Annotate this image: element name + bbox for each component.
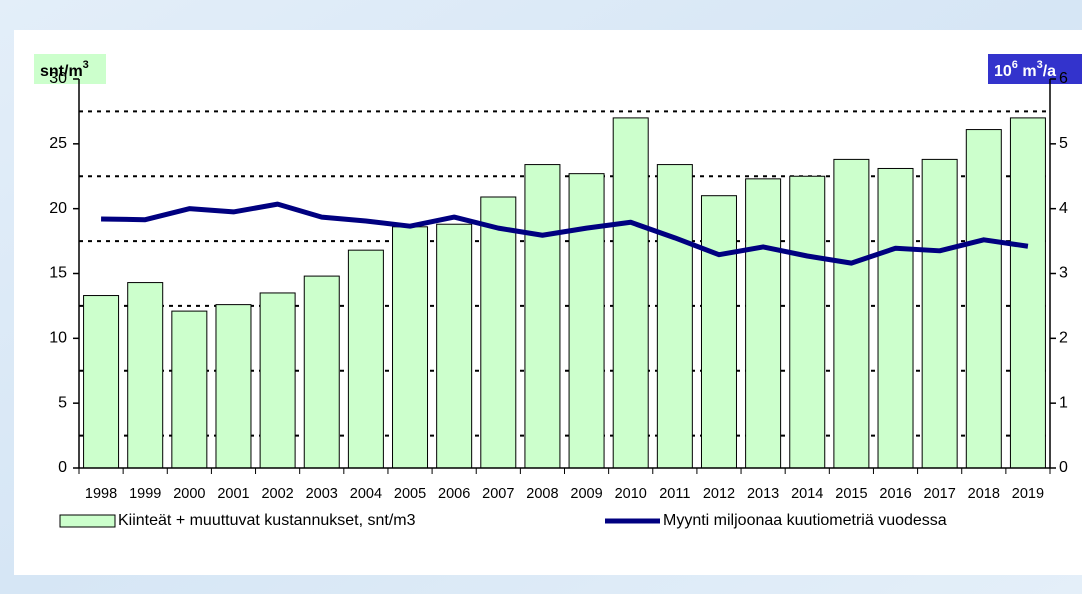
y-label-part: snt/m (40, 63, 83, 80)
x-tick-label: 2016 (879, 486, 911, 502)
x-tick-label: 2008 (526, 486, 558, 502)
y2-label-sup: 3 (1037, 59, 1043, 71)
y2-tick-label: 1 (1059, 394, 1068, 411)
x-tick-label: 2012 (703, 486, 735, 502)
x-tick-label: 1999 (129, 486, 161, 502)
bar (480, 196, 517, 469)
y2-tick-label: 0 (1059, 459, 1068, 476)
legend-label: Kiinteät + muuttuvat kustannukset, snt/m… (118, 512, 416, 529)
bar (921, 158, 958, 469)
y2-label-box (988, 54, 1082, 84)
bar (789, 175, 826, 469)
x-tick-label: 2001 (217, 486, 249, 502)
bar (436, 223, 473, 469)
bar (833, 158, 870, 469)
y-label-box (34, 54, 106, 84)
line (101, 201, 1029, 266)
y-label-sup: 3 (83, 59, 89, 71)
y-tick-label: 30 (49, 70, 67, 87)
x-tick-label: 2007 (482, 486, 514, 502)
x-tick-label: 2011 (659, 486, 690, 502)
y2-label-sup: 6 (1012, 59, 1018, 71)
bar (568, 173, 605, 469)
bar (877, 167, 914, 469)
legend-swatch (59, 514, 116, 528)
x-tick-label: 2015 (835, 486, 867, 502)
x-tick-label: 2017 (924, 486, 956, 502)
y-axis-label: snt/m3 (40, 59, 89, 80)
y2-label-part: m (1018, 63, 1037, 80)
y-tick-label: 10 (49, 330, 67, 347)
y2-tick-label: 2 (1059, 330, 1068, 347)
bar (965, 129, 1002, 469)
bar (700, 195, 737, 469)
bar (259, 292, 296, 469)
bar (612, 117, 649, 469)
x-tick-label: 2006 (438, 486, 470, 502)
y2-label-part: 10 (994, 63, 1012, 80)
y-tick-label: 0 (58, 459, 67, 476)
y2-tick-label: 3 (1059, 265, 1068, 282)
bar (347, 249, 384, 469)
bar (215, 304, 252, 469)
bar (303, 275, 340, 469)
legend-label: Myynti miljoonaa kuutiometriä vuodessa (663, 512, 947, 529)
x-tick-label: 2014 (791, 486, 823, 502)
y2-axis-label: 106 m3/a (994, 59, 1056, 80)
y-tick-label: 20 (49, 200, 67, 217)
x-tick-label: 2013 (747, 486, 779, 502)
bar (392, 226, 429, 469)
bar (83, 295, 120, 469)
y2-tick-label: 4 (1059, 200, 1068, 217)
y-tick-label: 25 (49, 135, 67, 152)
bar (745, 178, 782, 469)
bar (1009, 117, 1046, 469)
y-tick-label: 5 (58, 394, 67, 411)
x-tick-label: 1998 (85, 486, 117, 502)
x-tick-label: 2000 (173, 486, 205, 502)
x-tick-label: 2004 (350, 486, 382, 502)
x-tick-label: 2005 (394, 486, 426, 502)
x-tick-label: 2019 (1012, 486, 1044, 502)
x-tick-label: 2003 (306, 486, 338, 502)
bar (127, 282, 164, 469)
x-tick-label: 2010 (615, 486, 647, 502)
y2-label-part: /a (1043, 63, 1056, 80)
y2-tick-label: 6 (1059, 70, 1068, 87)
bar (656, 164, 693, 469)
bar (524, 164, 561, 469)
x-tick-label: 2018 (968, 486, 1000, 502)
x-tick-label: 2009 (570, 486, 602, 502)
y-tick-label: 15 (49, 265, 67, 282)
x-tick-label: 2002 (261, 486, 293, 502)
bar (171, 310, 208, 469)
y2-tick-label: 5 (1059, 135, 1068, 152)
